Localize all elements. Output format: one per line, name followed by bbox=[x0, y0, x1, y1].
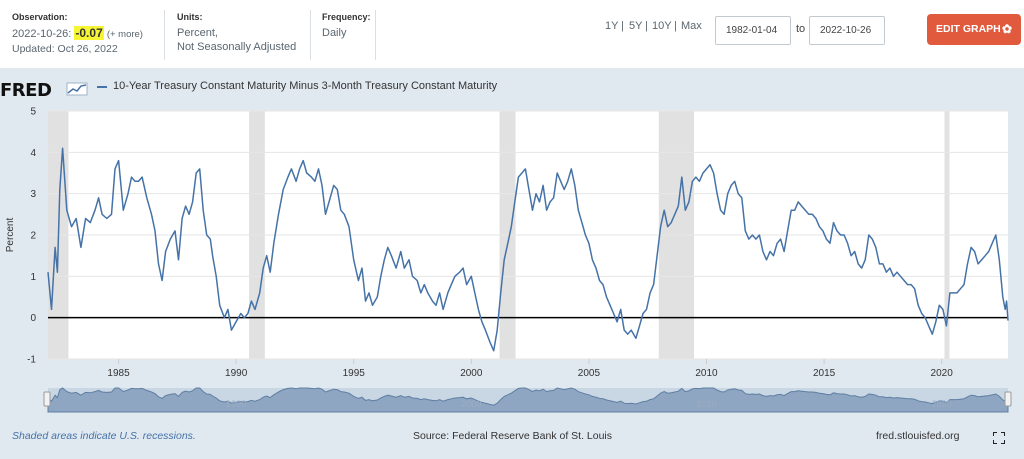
observation-value: -0.07 bbox=[74, 26, 104, 40]
updated-date: Updated: Oct 26, 2022 bbox=[12, 43, 118, 55]
range-1y[interactable]: 1Y bbox=[605, 20, 619, 32]
series-line bbox=[47, 147, 1009, 352]
frequency-label: Frequency: bbox=[322, 12, 371, 22]
y-axis-label: Percent bbox=[5, 218, 16, 253]
range-separator: | bbox=[645, 20, 648, 32]
y-tick-label: 4 bbox=[30, 148, 36, 159]
x-tick-label: 2000 bbox=[460, 368, 483, 379]
navigator-label: 2020 bbox=[932, 399, 952, 409]
y-tick-label: -1 bbox=[27, 355, 36, 366]
y-axis-ticks: 5 4 3 2 1 0 -1 bbox=[27, 107, 36, 366]
frequency-value: Daily bbox=[322, 27, 347, 39]
range-separator: | bbox=[674, 20, 677, 32]
site-link[interactable]: fred.stlouisfed.org bbox=[876, 430, 960, 442]
observation-more-link[interactable]: (+ more) bbox=[106, 29, 143, 40]
navigator-label: 2000 bbox=[461, 399, 481, 409]
y-tick-label: 3 bbox=[30, 189, 36, 200]
units-label: Units: bbox=[177, 12, 203, 22]
navigator-series bbox=[47, 387, 1009, 413]
end-date-input[interactable]: 2022-10-26 bbox=[809, 16, 885, 45]
edit-graph-label: EDIT GRAPH bbox=[936, 23, 1001, 35]
units-line-1: Percent, bbox=[177, 27, 218, 39]
header-divider bbox=[375, 10, 376, 60]
units-line-2: Not Seasonally Adjusted bbox=[177, 41, 297, 53]
x-tick-label: 1985 bbox=[107, 368, 130, 379]
fred-logo: FRED bbox=[0, 80, 52, 101]
start-date-input[interactable]: 1982-01-04 bbox=[715, 16, 791, 45]
header-divider bbox=[164, 10, 165, 60]
navigator-label: 1990 bbox=[226, 399, 246, 409]
to-label: to bbox=[796, 23, 806, 35]
x-tick-label: 2005 bbox=[578, 368, 601, 379]
x-axis-ticks: 1985 1990 1995 2000 2005 2010 2015 2020 bbox=[107, 359, 953, 379]
y-tick-label: 0 bbox=[30, 313, 36, 324]
navigator-label: 2010 bbox=[696, 399, 716, 409]
y-tick-label: 2 bbox=[30, 231, 36, 242]
graph-header: Observation: 2022-10-26: -0.07 (+ more) … bbox=[0, 0, 1024, 68]
x-tick-label: 1995 bbox=[343, 368, 366, 379]
observation-date: 2022-10-26: bbox=[12, 28, 72, 40]
observation-line: 2022-10-26: -0.07 (+ more) bbox=[12, 26, 143, 42]
source-note: Source: Federal Reserve Bank of St. Loui… bbox=[413, 430, 613, 442]
navigator-left-handle[interactable] bbox=[43, 391, 51, 407]
graph-footer: Shaded areas indicate U.S. recessions. S… bbox=[0, 424, 1024, 459]
x-tick-label: 2020 bbox=[931, 368, 954, 379]
x-tick-label: 2010 bbox=[695, 368, 718, 379]
legend-series-label: 10-Year Treasury Constant Maturity Minus… bbox=[113, 80, 498, 92]
navigator-labels: 1990 2000 2010 2020 bbox=[226, 399, 952, 409]
fullscreen-icon[interactable] bbox=[993, 432, 1005, 444]
navigator-right-handle[interactable] bbox=[1004, 391, 1012, 407]
range-5y[interactable]: 5Y bbox=[629, 20, 643, 32]
range-max[interactable]: Max bbox=[681, 20, 702, 32]
x-tick-label: 1990 bbox=[225, 368, 248, 379]
chart-svg: 5 4 3 2 1 0 -1 1985 1990 1995 2000 2005 2010 2015 202… bbox=[5, 107, 1012, 413]
edit-graph-button[interactable]: EDIT GRAPH ✿ bbox=[927, 14, 1021, 45]
legend-series-swatch bbox=[97, 86, 107, 88]
recession-note: Shaded areas indicate U.S. recessions. bbox=[12, 430, 196, 442]
header-divider bbox=[310, 10, 311, 60]
range-10y[interactable]: 10Y bbox=[652, 20, 672, 32]
logo-graph-icon bbox=[66, 82, 88, 96]
y-tick-label: 5 bbox=[30, 107, 36, 118]
y-tick-label: 1 bbox=[30, 272, 36, 283]
x-tick-label: 2015 bbox=[813, 368, 836, 379]
range-separator: | bbox=[621, 20, 624, 32]
gear-icon: ✿ bbox=[1001, 22, 1012, 36]
observation-label: Observation: bbox=[12, 12, 68, 22]
